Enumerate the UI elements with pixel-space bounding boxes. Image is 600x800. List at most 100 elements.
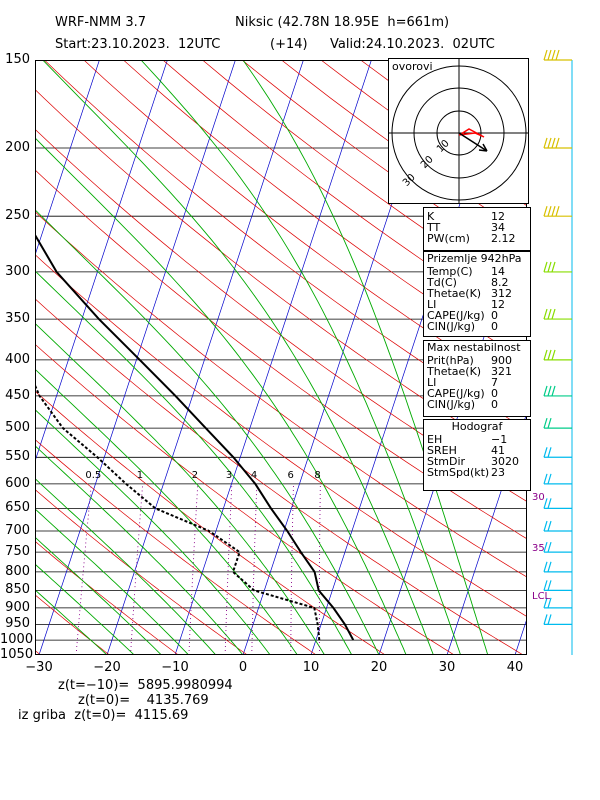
pressure-tick-450: 450 bbox=[5, 387, 30, 403]
wind-barb bbox=[543, 447, 572, 458]
hodograph-trace bbox=[458, 128, 485, 138]
indices-row: TT 34 bbox=[424, 222, 530, 233]
temp-tick: 30 bbox=[438, 660, 456, 675]
pressure-tick-1000: 1000 bbox=[0, 632, 34, 648]
surface-row: LI 12 bbox=[424, 299, 530, 310]
pressure-tick-500: 500 bbox=[5, 420, 30, 436]
wind-barb bbox=[543, 597, 572, 609]
row-label: CAPE(J/kg) bbox=[427, 309, 485, 322]
indices-row: PW(cm) 2.12 bbox=[424, 233, 530, 244]
lcl-label: LCL bbox=[532, 591, 551, 602]
wind-barb bbox=[543, 498, 572, 509]
moist-adiabat bbox=[35, 270, 353, 655]
dry-adiabat bbox=[44, 60, 527, 431]
row-label: CAPE(J/kg) bbox=[427, 387, 485, 400]
row-value: 7 bbox=[491, 376, 498, 389]
wind-barb bbox=[543, 580, 572, 591]
hodograph-row: StmDir 3020 bbox=[424, 456, 530, 467]
right-label-30: 30 bbox=[532, 492, 545, 503]
wind-barb bbox=[543, 614, 572, 625]
dry-adiabat bbox=[35, 89, 527, 466]
pressure-tick-550: 550 bbox=[5, 449, 30, 465]
row-value: 23 bbox=[491, 466, 505, 479]
row-label: Td(C) bbox=[427, 276, 457, 289]
temp-tick: 10 bbox=[302, 660, 320, 675]
surface-row: Td(C) 8.2 bbox=[424, 277, 530, 288]
row-label: PW(cm) bbox=[427, 232, 470, 245]
hodograph-row: SREH 41 bbox=[424, 445, 530, 456]
temp-tick: −20 bbox=[93, 660, 121, 675]
row-value: 0 bbox=[491, 309, 498, 322]
row-value: 321 bbox=[491, 365, 512, 378]
row-label: K bbox=[427, 210, 435, 223]
wind-barb bbox=[543, 561, 572, 573]
dry-adiabat bbox=[35, 594, 110, 655]
surface-row: Temp(C) 14 bbox=[424, 266, 530, 277]
start-time: Start:23.10.2023. 12UTC bbox=[55, 37, 221, 52]
pressure-tick-150: 150 bbox=[5, 52, 30, 67]
wind-barb bbox=[543, 261, 572, 273]
wind-barb bbox=[543, 541, 572, 553]
surface-panel: Prizemlje 942hPa Temp(C) 14 Td(C) 8.2 Thetae… bbox=[423, 251, 531, 337]
wind-barb bbox=[543, 520, 572, 532]
moist-adiabat bbox=[35, 368, 298, 655]
surface-row: CAPE(J/kg) 0 bbox=[424, 310, 530, 321]
forecast-offset: (+14) bbox=[270, 37, 308, 52]
pressure-tick-700: 700 bbox=[5, 523, 30, 539]
row-value: 41 bbox=[491, 444, 505, 457]
instability-row: Thetae(K) 321 bbox=[424, 366, 530, 377]
hodograph-label: ovorovi bbox=[392, 60, 433, 73]
pressure-tick-650: 650 bbox=[5, 500, 30, 516]
dry-adiabat bbox=[35, 439, 317, 655]
isotherm bbox=[583, 60, 600, 655]
wind-barb bbox=[543, 417, 572, 429]
moist-adiabat bbox=[35, 508, 189, 655]
hodograph-title: Hodograf bbox=[451, 420, 503, 433]
row-value: 34 bbox=[491, 221, 505, 234]
row-label: Thetae(K) bbox=[427, 287, 482, 300]
pressure-tick-800: 800 bbox=[5, 563, 30, 579]
hodograph-row: EH −1 bbox=[424, 434, 530, 445]
hodograph-panel: Hodograf EH −1 SREH 41 StmDir 3020 StmSpd(kt) 2… bbox=[423, 419, 531, 491]
mixing-ratio-label: 1 bbox=[136, 470, 144, 481]
temp-tick: −10 bbox=[161, 660, 189, 675]
row-label: CIN(J/kg) bbox=[427, 320, 476, 333]
moist-adiabat bbox=[35, 209, 380, 655]
moist-adiabat bbox=[35, 408, 271, 655]
station-title: Niksic (42.78N 18.95E h=661m) bbox=[235, 15, 450, 30]
row-value: 312 bbox=[491, 287, 512, 300]
mixing-ratio-label: 2 bbox=[191, 470, 199, 481]
pressure-tick-600: 600 bbox=[5, 475, 30, 491]
hodograph-plot bbox=[389, 59, 528, 203]
row-label: Prit(hPa) bbox=[427, 354, 474, 367]
wind-barb bbox=[543, 349, 572, 361]
moist-adiabat bbox=[42, 60, 434, 655]
row-value: 0 bbox=[491, 320, 498, 333]
instability-row: CAPE(J/kg) 0 bbox=[424, 388, 530, 399]
pressure-tick-900: 900 bbox=[5, 599, 30, 615]
moist-adiabat bbox=[35, 445, 244, 655]
indices-panel: K 12 TT 34 PW(cm) 2.12 bbox=[423, 207, 531, 251]
wind-barb bbox=[543, 206, 572, 217]
dewpoint-profile bbox=[35, 382, 321, 641]
row-value: 3020 bbox=[491, 455, 519, 468]
row-value: 900 bbox=[491, 354, 512, 367]
mixing-ratio-label: 3 bbox=[225, 470, 233, 481]
moist-adiabat bbox=[35, 322, 325, 655]
row-value: 12 bbox=[491, 298, 505, 311]
temp-tick: 40 bbox=[506, 660, 524, 675]
mixing-ratio-label: 0.5 bbox=[85, 470, 102, 481]
footer-line-1: z(t=−10)= 5895.9980994 bbox=[58, 678, 233, 693]
footer-line-2: z(t=0)= 4135.769 bbox=[78, 693, 209, 708]
moist-adiabat bbox=[140, 60, 462, 655]
model-title: WRF-NMM 3.7 bbox=[55, 15, 147, 30]
row-value: 0 bbox=[491, 387, 498, 400]
instability-panel: Max nestabilnost Prit(hPa) 900 Thetae(K) 32… bbox=[423, 340, 531, 417]
mixing-ratio-label: 8 bbox=[314, 470, 321, 481]
pressure-tick-300: 300 bbox=[5, 263, 30, 279]
dry-adiabat bbox=[123, 60, 527, 363]
pressure-tick-400: 400 bbox=[5, 351, 30, 367]
dry-adiabat bbox=[35, 489, 248, 655]
row-label: EH bbox=[427, 433, 443, 446]
row-label: LI bbox=[427, 298, 437, 311]
